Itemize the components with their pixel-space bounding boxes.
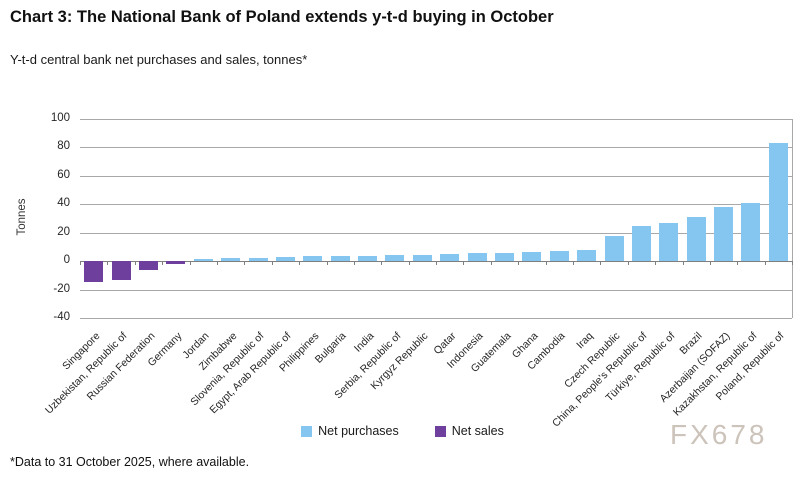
x-axis-tick xyxy=(545,261,547,266)
legend-item-net-purchases: Net purchases xyxy=(301,424,399,438)
x-axis-tick xyxy=(463,261,465,266)
net-sales-swatch-icon xyxy=(434,425,446,437)
bar-9 xyxy=(330,255,350,262)
legend-net-purchases-label: Net purchases xyxy=(318,424,399,438)
x-axis-tick xyxy=(216,261,218,266)
bar-1 xyxy=(111,261,131,280)
bar-7 xyxy=(275,256,295,262)
bar-5 xyxy=(221,258,241,262)
y-tick-label: 80 xyxy=(57,140,70,153)
y-tick-label: 100 xyxy=(50,112,70,124)
x-axis-tick xyxy=(271,261,273,266)
bar-2 xyxy=(139,261,158,270)
bar-3 xyxy=(166,261,186,264)
x-axis-tick xyxy=(80,261,81,266)
y-tick-label: 60 xyxy=(57,168,70,181)
data-footnote: *Data to 31 October 2025, where availabl… xyxy=(10,455,250,469)
legend-item-net-sales: Net sales xyxy=(434,424,504,438)
y-tick-label: 40 xyxy=(57,197,70,210)
x-axis-tick xyxy=(189,261,191,266)
bar-20 xyxy=(631,225,651,262)
x-axis-tick xyxy=(572,261,574,266)
gridline xyxy=(80,119,792,120)
x-axis-tick xyxy=(490,261,492,266)
x-axis-tick xyxy=(326,261,328,266)
x-axis-tick xyxy=(682,261,684,266)
bar-10 xyxy=(358,255,377,262)
bar-13 xyxy=(440,254,460,262)
y-tick-label: -20 xyxy=(53,282,70,295)
gridline xyxy=(80,232,792,234)
bar-25 xyxy=(768,143,788,262)
bar-15 xyxy=(495,252,514,262)
y-tick-label: 20 xyxy=(57,225,70,238)
bar-8 xyxy=(303,256,323,262)
bar-0 xyxy=(84,261,104,283)
bar-6 xyxy=(248,257,268,262)
bar-23 xyxy=(714,207,733,262)
x-axis-tick xyxy=(381,261,383,266)
bar-21 xyxy=(659,222,679,262)
gridline xyxy=(80,204,792,206)
bar-22 xyxy=(686,217,706,262)
gridline xyxy=(80,318,792,319)
x-axis-tick xyxy=(134,261,136,266)
watermark-text: FX678 xyxy=(670,419,768,450)
gridline xyxy=(80,175,792,177)
x-axis-tick xyxy=(655,261,657,266)
gridline xyxy=(80,147,792,149)
y-axis-title: Tonnes xyxy=(16,198,28,236)
y-tick-label: 0 xyxy=(63,254,70,267)
x-axis-tick xyxy=(107,261,109,266)
x-axis-tick xyxy=(627,261,629,266)
x-axis-tick xyxy=(764,261,766,266)
x-axis-tick xyxy=(244,261,246,266)
x-axis-tick xyxy=(436,261,437,266)
x-axis-tick xyxy=(299,261,301,266)
x-axis-tick xyxy=(518,261,520,266)
bar-11 xyxy=(385,254,405,262)
gridline xyxy=(80,289,792,291)
x-axis-tick xyxy=(709,261,711,266)
net-purchases-swatch-icon xyxy=(301,425,313,437)
bar-17 xyxy=(549,251,569,262)
bar-19 xyxy=(604,235,624,262)
bar-12 xyxy=(412,254,432,262)
x-axis-tick xyxy=(600,261,602,266)
chart-subtitle: Y-t-d central bank net purchases and sal… xyxy=(10,52,308,67)
chart-title: Chart 3: The National Bank of Poland ext… xyxy=(10,8,554,26)
x-axis-tick xyxy=(792,261,793,266)
y-tick-label: -40 xyxy=(53,311,70,323)
bar-4 xyxy=(193,259,213,262)
bar-16 xyxy=(522,251,542,262)
bar-14 xyxy=(467,253,487,262)
plot-right-border xyxy=(792,119,793,318)
legend-net-sales-label: Net sales xyxy=(451,424,504,438)
bar-18 xyxy=(577,249,597,262)
x-axis-tick xyxy=(162,261,164,266)
legend: Net purchases Net sales xyxy=(0,424,805,438)
x-axis-tick xyxy=(408,261,410,266)
x-axis-tick xyxy=(737,261,739,266)
bar-24 xyxy=(741,202,761,262)
x-axis-tick xyxy=(353,261,355,266)
